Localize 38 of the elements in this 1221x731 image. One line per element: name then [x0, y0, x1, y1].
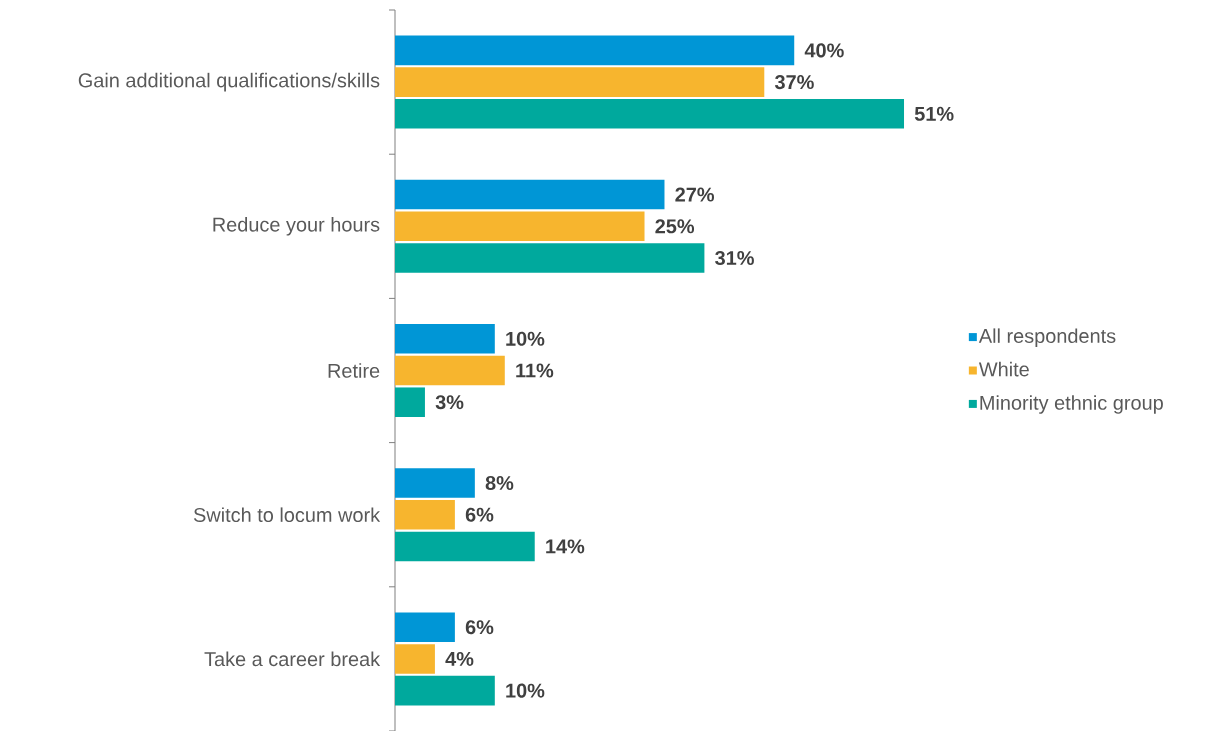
data-label: 25% [655, 219, 695, 234]
data-label: 8% [485, 475, 514, 491]
data-label: 27% [675, 187, 715, 202]
bar [395, 531, 535, 562]
legend-label: Minority ethnic group [980, 395, 1163, 414]
data-label: 14% [546, 539, 585, 554]
data-label: 51% [914, 106, 954, 121]
y-tick-label: Switch to locum work [193, 507, 381, 523]
bar [395, 324, 495, 354]
data-label: 31% [715, 250, 754, 266]
data-label: 40% [804, 43, 844, 58]
data-label: 11% [516, 363, 554, 378]
bar [395, 675, 495, 706]
bar [395, 355, 505, 386]
data-label: 6% [465, 507, 494, 522]
bar [395, 644, 435, 674]
data-label: 37% [774, 75, 814, 90]
bar [395, 179, 665, 210]
bar [395, 67, 765, 97]
bar [395, 612, 455, 642]
legend-label: White [978, 361, 1029, 377]
data-label: 6% [465, 620, 494, 635]
data-label: 4% [445, 651, 474, 666]
bar [395, 211, 645, 242]
data-label: 3% [435, 395, 464, 410]
bar [395, 387, 425, 418]
data-label: 10% [506, 683, 545, 698]
y-tick-label: Retire [328, 363, 380, 378]
bar [395, 499, 455, 530]
legend-label: All respondents [978, 328, 1116, 347]
y-tick-label: Gain additional qualifications/skills [78, 72, 380, 92]
y-tick-label: Reduce your hours [213, 217, 380, 236]
bar [395, 99, 905, 129]
y-tick-label: Take a career break [204, 651, 381, 667]
bar [395, 468, 475, 498]
bar [395, 35, 795, 66]
data-label: 10% [506, 331, 545, 346]
bar [395, 243, 705, 273]
